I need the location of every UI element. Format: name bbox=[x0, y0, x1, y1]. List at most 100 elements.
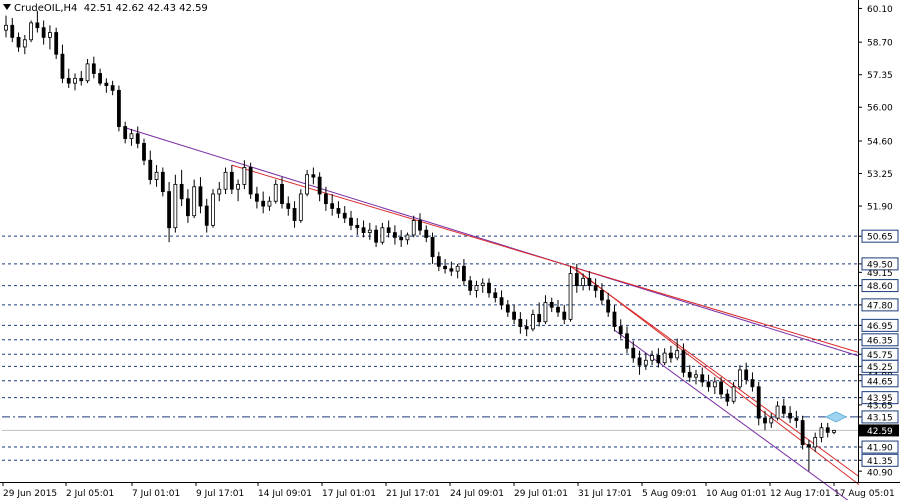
candle-body bbox=[756, 386, 761, 419]
y-tick-label: 41.90 bbox=[867, 444, 893, 454]
candle-body bbox=[556, 306, 560, 313]
candle bbox=[788, 406, 792, 423]
candle bbox=[725, 389, 730, 407]
candle bbox=[29, 20, 33, 43]
candle bbox=[505, 300, 510, 317]
candle bbox=[16, 32, 21, 52]
candle-body bbox=[273, 183, 278, 202]
candle-body bbox=[625, 333, 629, 349]
candle bbox=[236, 179, 240, 202]
candle bbox=[662, 348, 667, 366]
y-tick-label: 60.10 bbox=[867, 5, 893, 15]
candle bbox=[411, 215, 416, 238]
candle-body bbox=[750, 379, 755, 388]
candle-body bbox=[700, 374, 705, 383]
y-tick-label: 50.65 bbox=[867, 233, 893, 243]
y-tick-label: 43.95 bbox=[867, 394, 893, 404]
candle bbox=[744, 362, 749, 385]
candle bbox=[248, 162, 253, 199]
y-tick-label: 47.80 bbox=[867, 301, 893, 311]
candle-body bbox=[330, 203, 335, 209]
candle-body bbox=[173, 183, 178, 229]
candle-body bbox=[694, 374, 698, 378]
candle-body bbox=[305, 174, 309, 195]
trend-line bbox=[231, 164, 860, 354]
candle-body bbox=[612, 311, 617, 327]
candle-body bbox=[242, 167, 247, 185]
candle-body bbox=[813, 437, 818, 448]
candle-body bbox=[267, 200, 272, 207]
x-tick-label: 10 Aug 01:01 bbox=[706, 489, 767, 499]
candle-body bbox=[22, 39, 27, 48]
candle-body bbox=[154, 171, 159, 180]
chevron-down-icon[interactable] bbox=[3, 4, 11, 10]
y-tick-label: 45.25 bbox=[867, 363, 893, 373]
candle-body bbox=[229, 171, 234, 190]
candle bbox=[813, 432, 818, 452]
candle-body bbox=[562, 311, 567, 320]
candle bbox=[455, 263, 460, 279]
candle bbox=[606, 292, 611, 317]
candle-body bbox=[35, 22, 40, 29]
candle-body bbox=[261, 200, 266, 207]
candle-body bbox=[618, 326, 623, 335]
candle-body bbox=[656, 355, 661, 364]
candle bbox=[499, 290, 504, 310]
candle bbox=[380, 222, 385, 245]
current-price-marker: 42.59 bbox=[859, 424, 899, 437]
candle-body bbox=[336, 208, 341, 214]
x-tick-label: 29 Jul 01:01 bbox=[514, 489, 568, 499]
x-tick-label: 24 Jul 09:01 bbox=[450, 489, 504, 499]
candle-body bbox=[380, 227, 385, 243]
candle-body bbox=[367, 229, 372, 233]
candle bbox=[612, 304, 617, 332]
candle-body bbox=[142, 142, 146, 161]
candle-body bbox=[123, 126, 128, 139]
candle-body bbox=[631, 347, 636, 359]
candle bbox=[518, 312, 523, 334]
candle bbox=[48, 25, 52, 50]
candle-body bbox=[832, 430, 836, 433]
candle-body bbox=[104, 82, 109, 86]
candle bbox=[117, 85, 121, 132]
candle bbox=[374, 225, 378, 248]
candle bbox=[393, 225, 397, 245]
candle bbox=[794, 410, 799, 428]
candle-body bbox=[781, 405, 786, 414]
candle bbox=[574, 263, 579, 293]
candle-body bbox=[342, 212, 347, 219]
candle bbox=[204, 198, 209, 233]
candle bbox=[317, 172, 322, 202]
candle-body bbox=[549, 302, 554, 308]
candle bbox=[73, 73, 77, 91]
candle bbox=[355, 218, 360, 235]
candle bbox=[468, 275, 473, 296]
candle bbox=[261, 191, 266, 214]
y-tick-label: 45.75 bbox=[867, 351, 893, 361]
candle-body bbox=[637, 357, 642, 366]
y-level-box bbox=[861, 440, 899, 454]
candle bbox=[781, 398, 786, 419]
x-tick-label: 21 Jul 17:01 bbox=[386, 489, 440, 499]
candle-body bbox=[800, 420, 805, 446]
trend-line bbox=[576, 269, 860, 486]
candle-body bbox=[98, 73, 102, 84]
candle-body bbox=[505, 304, 510, 313]
trend-line bbox=[614, 329, 854, 504]
candle-body bbox=[518, 318, 523, 327]
candle-body bbox=[48, 32, 52, 38]
candle bbox=[35, 10, 40, 33]
candle bbox=[129, 128, 134, 146]
candle bbox=[286, 196, 291, 216]
candle bbox=[186, 189, 190, 223]
candle-body bbox=[731, 386, 736, 402]
candle bbox=[242, 160, 247, 190]
candle-body bbox=[480, 282, 485, 286]
candle-body bbox=[311, 174, 316, 178]
candle bbox=[192, 179, 197, 219]
candle-body bbox=[662, 352, 667, 364]
y-tick-label: 43.15 bbox=[867, 413, 893, 423]
candle-body bbox=[79, 77, 84, 82]
